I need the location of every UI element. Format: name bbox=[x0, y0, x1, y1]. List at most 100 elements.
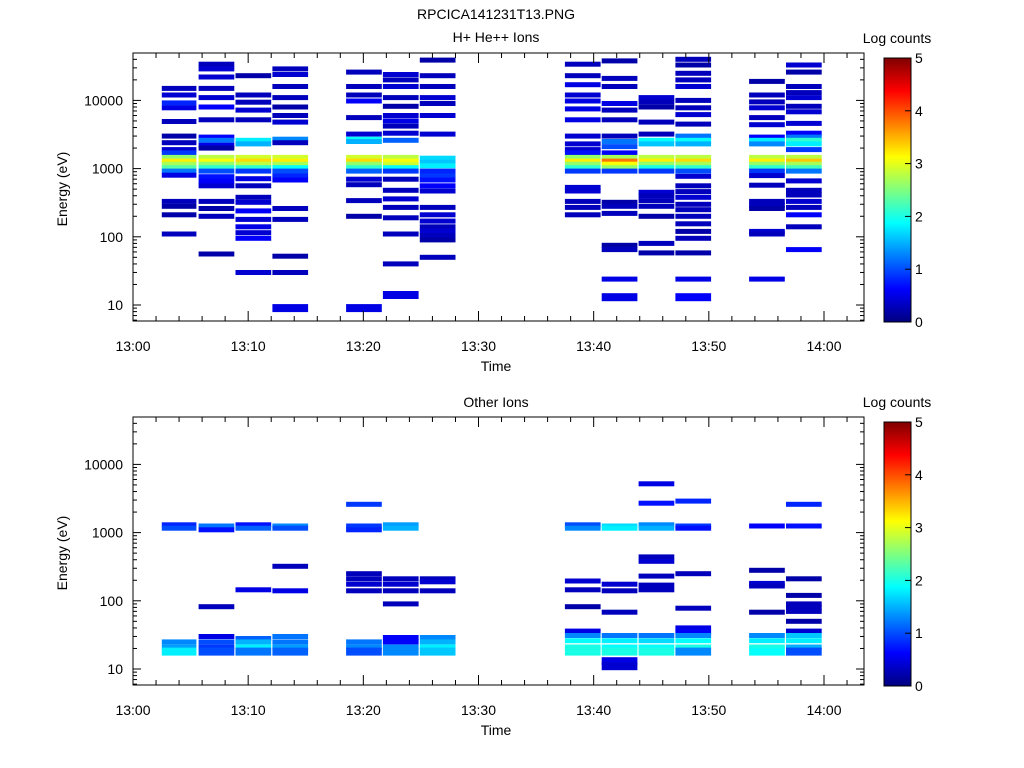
heatmap-cell bbox=[419, 168, 456, 174]
colorbar-tick-label: 2 bbox=[915, 208, 923, 224]
x-tick-label: 13:30 bbox=[461, 338, 496, 354]
heatmap-cell bbox=[675, 525, 712, 531]
x-tick-label: 13:30 bbox=[461, 702, 496, 718]
heatmap-cell bbox=[198, 165, 235, 171]
heatmap-cell bbox=[749, 168, 785, 174]
heatmap-cell bbox=[346, 576, 382, 582]
heatmap-cell bbox=[346, 182, 382, 188]
heatmap-cell bbox=[161, 639, 197, 645]
heatmap-cell bbox=[419, 254, 456, 260]
heatmap-cell bbox=[601, 657, 638, 666]
heatmap-cell bbox=[638, 647, 675, 656]
heatmap-cell bbox=[346, 647, 382, 656]
heatmap-cell bbox=[198, 527, 235, 533]
y-axis-label: Energy (eV) bbox=[54, 152, 70, 227]
x-tick-label: 13:10 bbox=[231, 338, 266, 354]
heatmap-cell bbox=[346, 98, 382, 104]
heatmap-cell bbox=[786, 165, 822, 171]
heatmap-cell bbox=[749, 276, 785, 282]
heatmap-cell bbox=[749, 523, 785, 529]
heatmap-cell bbox=[749, 644, 785, 650]
heatmap-cell bbox=[382, 77, 419, 83]
heatmap-cell bbox=[675, 173, 712, 179]
heatmap-cell bbox=[564, 522, 601, 528]
heatmap-cell bbox=[601, 161, 638, 167]
heatmap-cell bbox=[235, 137, 272, 143]
x-tick-label: 13:20 bbox=[346, 338, 381, 354]
x-axis-label: Time bbox=[481, 722, 512, 738]
heatmap-cell bbox=[419, 228, 456, 234]
heatmap-cell bbox=[419, 635, 456, 640]
heatmap-cell bbox=[382, 113, 419, 118]
heatmap-cell bbox=[161, 203, 197, 209]
y-tick-label: 10 bbox=[107, 661, 123, 677]
heatmap-cell bbox=[346, 69, 382, 75]
colorbar-gradient bbox=[883, 57, 912, 323]
heatmap-cell bbox=[564, 188, 601, 194]
heatmap-cell bbox=[638, 203, 675, 209]
y-tick-label: 10000 bbox=[84, 456, 123, 472]
heatmap-cell bbox=[786, 247, 822, 253]
heatmap-cell bbox=[638, 104, 675, 110]
heatmap-cell bbox=[749, 173, 785, 179]
heatmap-cell bbox=[235, 644, 272, 650]
heatmap-cell bbox=[382, 204, 419, 210]
heatmap-cell bbox=[675, 293, 712, 302]
heatmap-cell bbox=[161, 198, 197, 204]
heatmap-cell bbox=[198, 85, 235, 91]
heatmap-cell bbox=[161, 133, 197, 139]
heatmap-cell bbox=[675, 571, 712, 577]
heatmap-cell bbox=[638, 554, 675, 560]
heatmap-cell bbox=[564, 161, 601, 167]
heatmap-cell bbox=[601, 525, 638, 531]
heatmap-cell bbox=[749, 154, 785, 160]
heatmap-cell bbox=[235, 161, 272, 167]
colorbar-tick-label: 1 bbox=[915, 625, 923, 641]
heatmap-cell bbox=[235, 154, 272, 160]
heatmap-cell bbox=[272, 140, 309, 146]
heatmap-cell bbox=[749, 231, 785, 237]
heatmap-cell bbox=[638, 95, 675, 101]
heatmap-cell bbox=[235, 216, 272, 222]
y-tick-label: 1000 bbox=[92, 161, 123, 177]
heatmap-cell bbox=[235, 92, 272, 98]
heatmap-cell bbox=[235, 194, 272, 200]
colorbar-tick-label: 5 bbox=[915, 50, 923, 66]
heatmap-cell bbox=[272, 136, 309, 142]
heatmap-cell bbox=[749, 583, 785, 589]
heatmap-cell bbox=[235, 636, 272, 641]
heatmap-cell bbox=[382, 196, 419, 202]
heatmap-cell bbox=[198, 178, 235, 184]
heatmap-cell bbox=[382, 525, 419, 531]
heatmap-cell bbox=[749, 580, 785, 586]
heatmap-cell bbox=[749, 182, 785, 188]
heatmap-cell bbox=[564, 168, 601, 174]
heatmap-cell bbox=[161, 172, 197, 178]
heatmap-cell bbox=[601, 609, 638, 615]
heatmap-cell bbox=[564, 204, 601, 210]
heatmap-cell bbox=[786, 137, 822, 143]
heatmap-cell bbox=[749, 137, 785, 143]
heatmap-cell bbox=[601, 199, 638, 205]
heatmap-cell bbox=[675, 276, 712, 282]
heatmap-cell bbox=[749, 228, 785, 234]
heatmap-cell bbox=[346, 527, 382, 533]
heatmap-cell bbox=[346, 644, 382, 650]
heatmap-cell bbox=[638, 137, 675, 143]
heatmap-cell bbox=[638, 522, 675, 528]
colorbar-tick-label: 3 bbox=[915, 520, 923, 536]
heatmap-cell bbox=[749, 141, 785, 147]
heatmap-cell bbox=[786, 168, 822, 174]
heatmap-cell bbox=[346, 581, 382, 587]
heatmap-cell bbox=[638, 633, 675, 638]
heatmap-cell bbox=[161, 150, 197, 156]
colorbar-tick-label: 4 bbox=[915, 467, 923, 483]
heatmap-cell bbox=[382, 576, 419, 582]
heatmap-cell bbox=[198, 206, 235, 211]
heatmap-cell bbox=[786, 158, 822, 164]
colorbar-gradient bbox=[883, 421, 912, 687]
heatmap-cell bbox=[749, 567, 785, 573]
heatmap-cell bbox=[786, 134, 822, 140]
heatmap-cell bbox=[235, 525, 272, 531]
heatmap-cell bbox=[675, 647, 712, 656]
